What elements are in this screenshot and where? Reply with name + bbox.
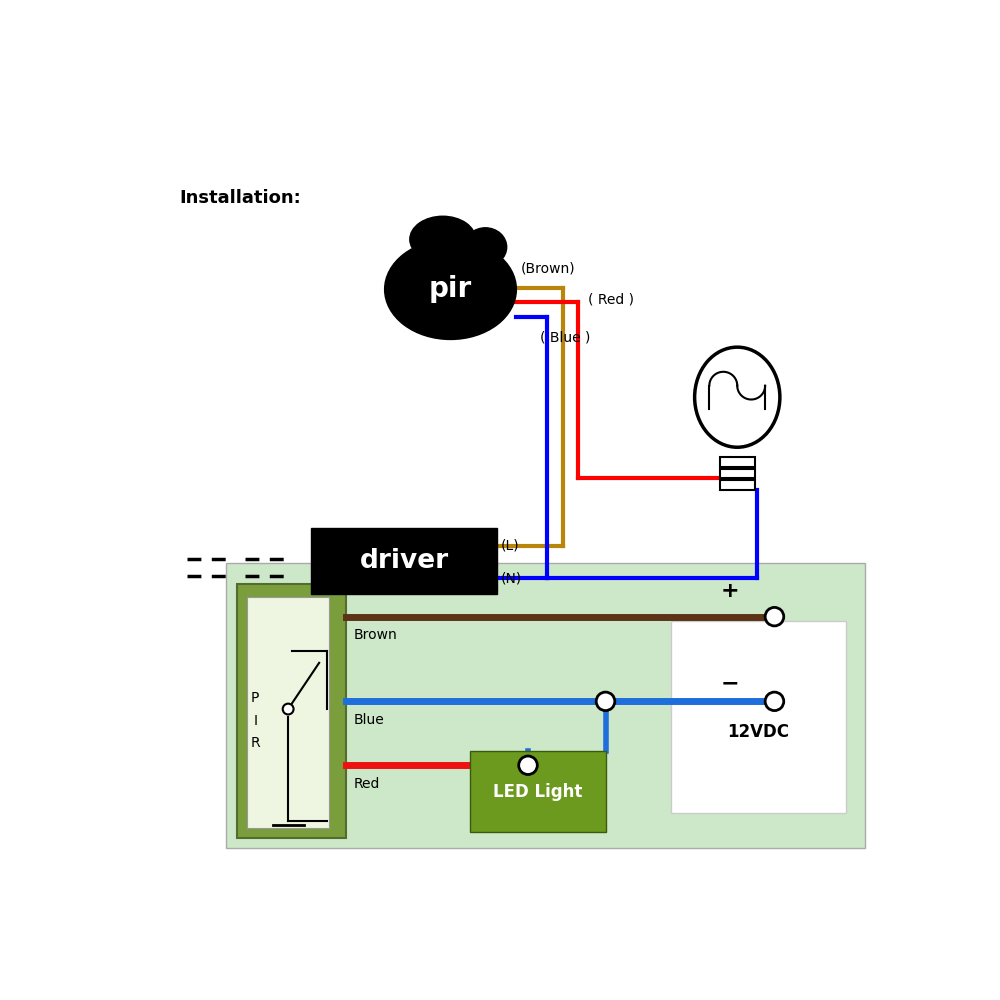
Text: +: + <box>720 581 739 601</box>
Text: (L): (L) <box>501 539 520 553</box>
Bar <box>720 480 755 490</box>
Ellipse shape <box>695 347 780 447</box>
FancyBboxPatch shape <box>237 584 346 838</box>
Circle shape <box>765 607 784 626</box>
Ellipse shape <box>464 228 507 266</box>
Ellipse shape <box>410 216 476 262</box>
Bar <box>720 457 755 466</box>
Bar <box>720 469 755 478</box>
FancyBboxPatch shape <box>671 620 846 813</box>
Text: driver: driver <box>359 548 449 574</box>
FancyBboxPatch shape <box>247 597 329 828</box>
Text: ( Blue ): ( Blue ) <box>540 331 590 345</box>
Text: −: − <box>720 674 739 694</box>
Text: (Brown): (Brown) <box>520 262 575 276</box>
FancyBboxPatch shape <box>226 563 865 848</box>
Text: P
I
R: P I R <box>250 691 260 750</box>
Circle shape <box>283 704 294 714</box>
FancyBboxPatch shape <box>311 528 497 594</box>
Circle shape <box>596 692 615 711</box>
Text: Blue: Blue <box>354 713 384 727</box>
FancyBboxPatch shape <box>470 751 606 832</box>
Text: Brown: Brown <box>354 628 397 642</box>
Text: (N): (N) <box>501 571 522 585</box>
Circle shape <box>519 756 537 774</box>
Text: ( Red ): ( Red ) <box>588 292 634 306</box>
Ellipse shape <box>385 239 516 339</box>
Text: Red: Red <box>354 777 380 791</box>
Text: Installation:: Installation: <box>179 189 301 207</box>
Circle shape <box>765 692 784 711</box>
Text: pir: pir <box>429 275 472 303</box>
Text: 12VDC: 12VDC <box>728 723 790 741</box>
Text: LED Light: LED Light <box>493 783 582 801</box>
